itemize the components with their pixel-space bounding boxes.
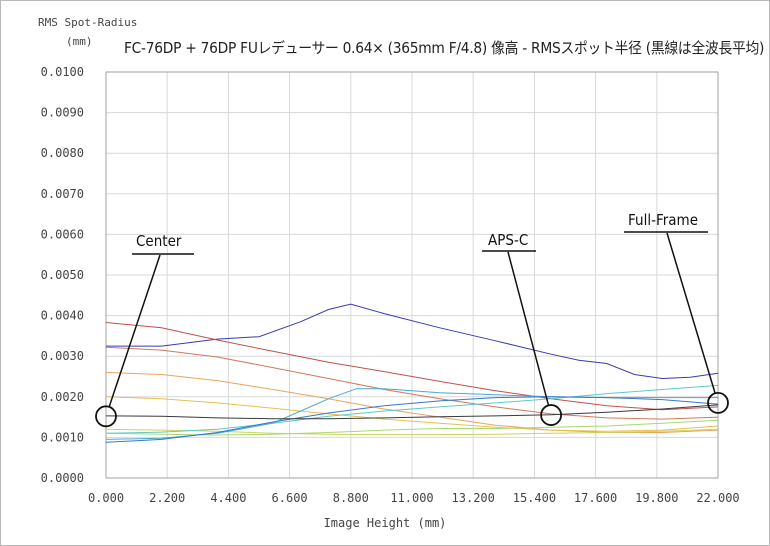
x-tick-label: 17.600 — [574, 491, 617, 505]
series-line-6 — [105, 428, 719, 436]
series-line-5 — [105, 396, 719, 432]
annotation-pointer-3 — [666, 232, 716, 394]
y-tick-label: 0.0000 — [41, 471, 84, 485]
x-tick-label: 6.600 — [272, 491, 308, 505]
annotation-aps-c-label: APS-C — [488, 231, 529, 249]
series-line-2 — [105, 322, 719, 411]
y-tick-label: 0.0100 — [41, 65, 84, 79]
annotation-full-frame-label: Full-Frame — [628, 211, 699, 229]
x-axis-label: Image Height (mm) — [323, 516, 447, 530]
series-line-7 — [105, 419, 719, 436]
y-axis-label: RMS Spot-Radius — [38, 16, 138, 29]
annotation-circle-1 — [95, 405, 117, 428]
annotation-pointer-1 — [108, 254, 161, 408]
series-line-3 — [105, 346, 719, 420]
series-line-11 — [105, 404, 719, 420]
annotation-circle-2 — [540, 404, 562, 426]
y-tick-label: 0.0020 — [41, 390, 84, 404]
plot-border — [105, 71, 719, 479]
annotation-circle-3 — [707, 391, 729, 414]
series-line-1 — [106, 303, 719, 380]
series-line-10 — [105, 396, 719, 443]
x-tick-label: 22.000 — [696, 491, 739, 505]
x-tick-label: 0.000 — [88, 491, 124, 505]
y-tick-label: 0.0070 — [41, 187, 84, 201]
x-tick-label: 2.200 — [149, 491, 185, 505]
x-tick-label: 13.200 — [452, 491, 495, 505]
y-axis-unit-label: (mm) — [66, 35, 93, 48]
y-tick-label: 0.0090 — [41, 106, 84, 120]
y-tick-label: 0.0010 — [41, 430, 84, 444]
x-tick-label: 15.400 — [513, 491, 556, 505]
y-tick-label: 0.0060 — [41, 227, 84, 241]
annotation-pointer-2 — [507, 251, 550, 406]
x-tick-label: 4.400 — [210, 491, 246, 505]
y-tick-label: 0.0030 — [41, 349, 84, 363]
x-tick-label: 19.800 — [635, 491, 678, 505]
x-tick-label: 11.000 — [390, 491, 433, 505]
annotation-center-label: Center — [136, 232, 182, 250]
y-tick-label: 0.0080 — [41, 146, 84, 160]
y-tick-label: 0.0050 — [41, 268, 84, 282]
x-tick-label: 8.800 — [333, 491, 369, 505]
y-tick-label: 0.0040 — [41, 309, 84, 323]
chart-title: FC-76DP + 76DP FUレデューサー 0.64× (365mm F/4… — [124, 39, 765, 57]
series-line-8 — [105, 384, 719, 434]
